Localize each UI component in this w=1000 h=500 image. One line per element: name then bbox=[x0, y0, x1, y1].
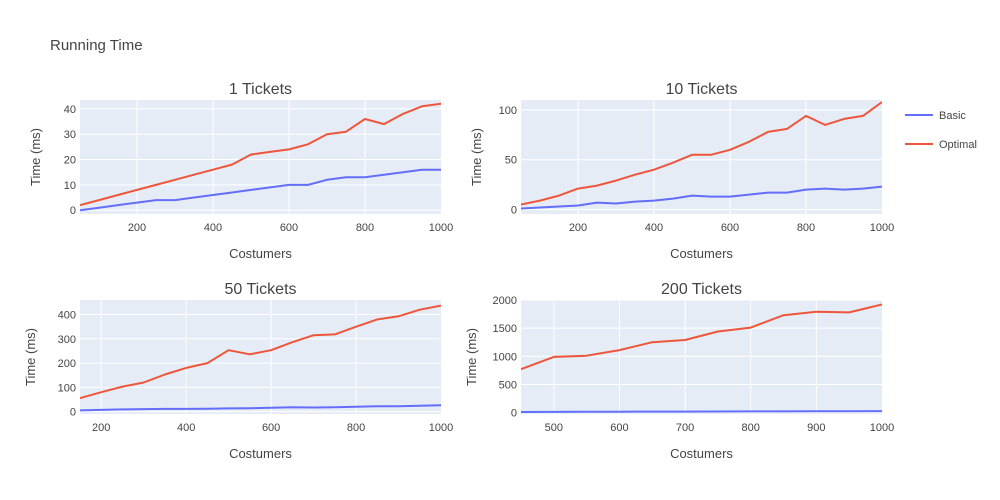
y-tick-label: 50 bbox=[505, 155, 517, 167]
subplot-3: 200 400 600 800 1000 0 100 200 300 400 50 Tickets C… bbox=[23, 281, 453, 461]
plot-area bbox=[521, 100, 882, 214]
series-line-optimal bbox=[521, 303, 882, 371]
y-tick-label: 2000 bbox=[493, 295, 517, 307]
y-tick-label: 1500 bbox=[493, 323, 517, 335]
subplot-title: 200 Tickets bbox=[661, 281, 742, 298]
x-axis-title: Costumers bbox=[670, 446, 733, 461]
legend[interactable]: Basic Optimal bbox=[905, 110, 977, 151]
x-tick-label: 200 bbox=[128, 222, 146, 234]
y-tick-label: 1000 bbox=[493, 351, 517, 363]
series-line-basic bbox=[521, 410, 882, 413]
x-axis-title: Costumers bbox=[670, 246, 733, 261]
y-tick-label: 0 bbox=[511, 408, 517, 420]
subplot-title: 10 Tickets bbox=[665, 81, 737, 98]
legend-item-basic[interactable]: Basic bbox=[905, 110, 966, 122]
plot-area bbox=[521, 300, 882, 414]
y-axis-title: Time (ms) bbox=[469, 128, 484, 186]
figure-title: Running Time bbox=[50, 37, 143, 54]
legend-label: Basic bbox=[939, 110, 966, 122]
y-tick-label: 100 bbox=[499, 105, 517, 117]
x-tick-label: 800 bbox=[347, 422, 365, 434]
series-line-basic bbox=[521, 185, 882, 210]
legend-item-optimal[interactable]: Optimal bbox=[905, 139, 977, 151]
x-tick-label: 600 bbox=[721, 222, 739, 234]
x-tick-label: 200 bbox=[569, 222, 587, 234]
x-tick-label: 400 bbox=[645, 222, 663, 234]
x-tick-label: 1000 bbox=[429, 422, 453, 434]
subplot-title: 50 Tickets bbox=[224, 281, 296, 298]
series-line-optimal bbox=[80, 102, 441, 207]
x-tick-label: 700 bbox=[676, 422, 694, 434]
y-tick-label: 0 bbox=[511, 205, 517, 217]
plot-area bbox=[80, 100, 441, 214]
x-axis-title: Costumers bbox=[229, 446, 292, 461]
series-group bbox=[521, 303, 882, 413]
y-tick-label: 30 bbox=[64, 129, 76, 141]
subplot-1: 200 400 600 800 1000 0 10 20 30 40 1 Tickets Costum… bbox=[28, 81, 453, 261]
x-tick-label: 200 bbox=[92, 422, 110, 434]
series-line-basic bbox=[80, 168, 441, 212]
x-tick-label: 400 bbox=[177, 422, 195, 434]
series-group bbox=[80, 102, 441, 212]
series-line-optimal bbox=[80, 304, 441, 400]
x-tick-label: 400 bbox=[204, 222, 222, 234]
series-group bbox=[80, 304, 441, 412]
x-tick-label: 800 bbox=[356, 222, 374, 234]
y-axis-title: Time (ms) bbox=[28, 128, 43, 186]
x-tick-label: 600 bbox=[262, 422, 280, 434]
x-tick-label: 1000 bbox=[870, 422, 894, 434]
x-tick-label: 800 bbox=[742, 422, 760, 434]
x-tick-label: 1000 bbox=[870, 222, 894, 234]
subplot-4: 500 600 700 800 900 1000 0 500 1000 1500 2000 200 T… bbox=[464, 281, 894, 461]
y-tick-label: 400 bbox=[58, 310, 76, 322]
y-axis-title: Time (ms) bbox=[464, 328, 479, 386]
y-tick-label: 100 bbox=[58, 382, 76, 394]
y-tick-label: 40 bbox=[64, 104, 76, 116]
y-tick-label: 500 bbox=[499, 379, 517, 391]
series-line-optimal bbox=[521, 101, 882, 206]
y-tick-label: 0 bbox=[70, 205, 76, 217]
x-axis-title: Costumers bbox=[229, 246, 292, 261]
x-tick-label: 500 bbox=[545, 422, 563, 434]
x-tick-label: 600 bbox=[610, 422, 628, 434]
legend-label: Optimal bbox=[939, 139, 977, 151]
y-tick-label: 300 bbox=[58, 334, 76, 346]
x-tick-label: 1000 bbox=[429, 222, 453, 234]
subplot-title: 1 Tickets bbox=[229, 81, 292, 98]
y-tick-label: 200 bbox=[58, 358, 76, 370]
y-tick-label: 20 bbox=[64, 155, 76, 167]
y-tick-label: 0 bbox=[70, 407, 76, 419]
series-group bbox=[521, 101, 882, 210]
x-tick-label: 600 bbox=[280, 222, 298, 234]
series-line-basic bbox=[80, 404, 441, 412]
x-tick-label: 900 bbox=[807, 422, 825, 434]
x-tick-label: 800 bbox=[797, 222, 815, 234]
subplot-2: 200 400 600 800 1000 0 50 100 10 Tickets Costumer… bbox=[469, 81, 894, 261]
y-axis-title: Time (ms) bbox=[23, 328, 38, 386]
y-tick-label: 10 bbox=[64, 180, 76, 192]
